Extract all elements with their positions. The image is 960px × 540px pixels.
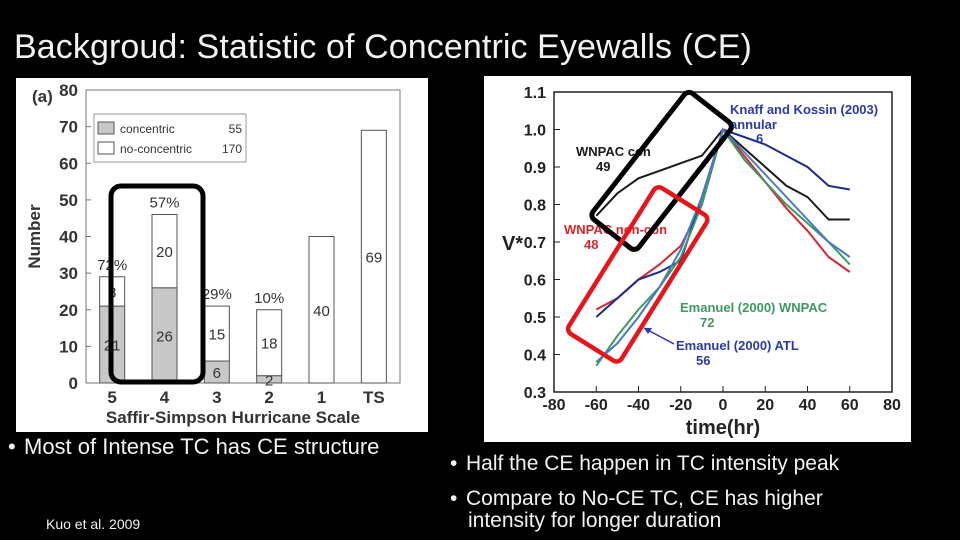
y-tick-label: 0.9: [524, 160, 546, 177]
legend-swatch: [97, 121, 115, 135]
legend-count: 170: [222, 142, 242, 156]
legend-label: no-concentric: [120, 142, 192, 156]
y-tick-label: 40: [59, 228, 78, 247]
bullet-dot: •: [450, 452, 458, 475]
bar-value-label: 2: [265, 372, 273, 389]
bar-value-label: 15: [208, 327, 225, 344]
bar-value-label: 40: [313, 303, 330, 320]
annotation-label: 56: [696, 353, 710, 368]
annotation-label: 72: [700, 315, 714, 330]
x-tick-label: 2: [264, 388, 273, 407]
percent-label: 57%: [149, 195, 179, 212]
bar-value-label: 6: [213, 365, 221, 382]
percent-label: 72%: [97, 257, 127, 274]
bar-chart: 01020304050607080Number(a)21872%5262057%…: [25, 81, 401, 427]
y-axis-label: V*: [502, 233, 523, 255]
x-tick-label: 40: [799, 397, 817, 414]
x-tick-label: 4: [160, 388, 170, 407]
annotation-label: 48: [584, 237, 598, 252]
y-tick-label: 50: [59, 191, 78, 210]
bullet-compare: • Compare to No-CE TC, CE has higher inte…: [450, 487, 823, 533]
legend-box: [93, 113, 247, 163]
x-axis-label: Saffir-Simpson Hurricane Scale: [106, 408, 360, 427]
bar-no-concentric: [256, 309, 283, 377]
x-tick-label: 3: [212, 388, 221, 407]
x-tick-label: 5: [107, 388, 116, 407]
percent-label: 29%: [202, 286, 232, 303]
x-tick-label: 60: [841, 397, 859, 414]
bullet-dot: •: [8, 434, 16, 459]
annotation-label: Emanuel (2000) ATL: [676, 338, 799, 353]
citation: Kuo et al. 2009: [46, 516, 140, 532]
annotation-label: WNPAC non-con: [564, 222, 667, 237]
x-axis-label: time(hr): [686, 417, 760, 439]
y-tick-label: 0: [69, 374, 78, 393]
annotation-label: 49: [596, 159, 610, 174]
y-tick-label: 0.6: [524, 273, 546, 290]
x-tick-label: -60: [585, 397, 608, 414]
annotation-label: WNPAC con: [576, 144, 651, 159]
bullet-intense-tc: • Most of Intense TC has CE structure: [8, 434, 379, 460]
x-tick-label: 0: [719, 397, 728, 414]
legend-swatch: [97, 141, 115, 155]
annotation-label: Knaff and Kossin (2003): [730, 102, 878, 117]
bullet-text: Compare to No-CE TC, CE has higher: [466, 487, 823, 510]
legend-label: concentric: [120, 122, 175, 136]
bar-value-label: 18: [261, 336, 278, 353]
bullet-dot: •: [450, 487, 458, 510]
y-tick-label: 30: [59, 264, 78, 283]
x-tick-label: TS: [363, 388, 385, 407]
percent-label: 10%: [254, 290, 284, 307]
bar-value-label: 26: [156, 328, 173, 345]
y-tick-label: 1.0: [524, 123, 546, 140]
bar-value-label: 69: [365, 250, 382, 267]
panel-label: (a): [32, 87, 53, 106]
y-tick-label: 20: [59, 301, 78, 320]
x-tick-label: 1: [317, 388, 326, 407]
line-chart: -80 -60 -40 -20 0 20 40 60 80 0.3 0.4 0.5 0.6 0.7 0.8 0…: [502, 85, 901, 439]
bar-no-concentric: [203, 305, 230, 362]
citation-year: 2009: [109, 516, 141, 532]
y-tick-label: 0.5: [524, 310, 546, 327]
annotation-label: 6: [756, 131, 763, 146]
y-tick-label: 60: [59, 154, 78, 173]
y-tick-label: 0.7: [524, 235, 546, 252]
bullet-text: Half the CE happen in TC intensity peak: [466, 452, 840, 475]
bullet-text: Most of Intense TC has CE structure: [24, 434, 380, 459]
x-tick-label: -80: [542, 397, 565, 414]
line-chart-panel: -80 -60 -40 -20 0 20 40 60 80 0.3 0.4 0.5 0.6 0.7 0.8 0…: [484, 76, 911, 442]
bar-value-label: 20: [156, 244, 173, 261]
annotation-label: Emanuel (2000) WNPAC: [680, 300, 828, 315]
bullet-half-ce: • Half the CE happen in TC intensity peak: [450, 452, 839, 476]
x-tick-label: 80: [883, 397, 901, 414]
y-tick-label: 10: [59, 337, 78, 356]
bar-value-label: 8: [108, 284, 116, 301]
bar-no-concentric: [360, 129, 387, 384]
y-tick-label: 0.8: [524, 198, 546, 215]
slide-title: Backgroud: Statistic of Concentric Eyewa…: [14, 28, 752, 66]
x-tick-label: -20: [669, 397, 692, 414]
y-tick-label: 1.1: [524, 85, 546, 102]
bullet-text-continued: intensity for longer duration: [468, 509, 722, 532]
bar-chart-panel: 0 10 20 30 40 50 60 70 80 Number (a) 21 8 72% 5 26 20 57%…: [16, 78, 428, 432]
y-tick-label: 0.3: [524, 385, 546, 402]
y-tick-label: 0.4: [524, 348, 546, 365]
y-axis-label: Number: [25, 204, 44, 269]
x-tick-label: 20: [756, 397, 774, 414]
y-tick-label: 80: [59, 81, 78, 100]
legend-count: 55: [229, 122, 243, 136]
bar-value-label: 21: [104, 338, 121, 355]
annotation-label: annular: [730, 117, 777, 132]
x-tick-label: -40: [627, 397, 650, 414]
y-tick-label: 70: [59, 118, 78, 137]
bar-no-concentric: [308, 236, 335, 384]
citation-author: Kuo et al.: [46, 516, 106, 532]
